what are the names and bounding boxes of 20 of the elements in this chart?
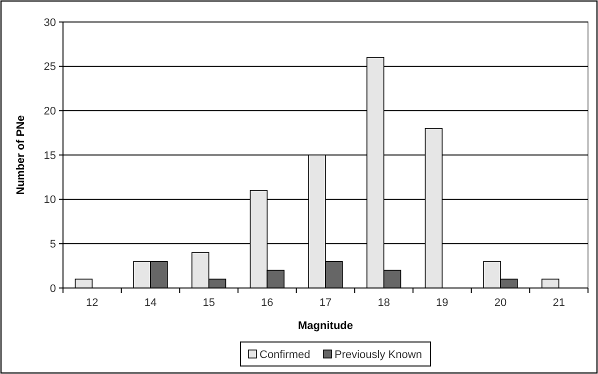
y-axis-title: Number of PNe [15, 115, 27, 195]
y-tick-label: 30 [44, 16, 56, 29]
x-tick-label: 16 [261, 297, 274, 309]
x-tick-label: 14 [144, 297, 157, 309]
y-tick-label: 15 [44, 150, 56, 162]
x-tick-label: 15 [202, 297, 215, 309]
x-tick-label: 20 [494, 297, 507, 309]
y-tick-label: 25 [44, 61, 56, 74]
x-tick-label: 21 [552, 297, 565, 309]
y-tick-label: 5 [50, 238, 56, 251]
legend-label: Previously Known [334, 348, 422, 361]
legend-label: Confirmed [260, 348, 310, 361]
x-axis-title: Magnitude [298, 320, 353, 332]
y-tick-label: 0 [50, 282, 56, 295]
y-tick-label: 20 [44, 106, 56, 118]
x-tick-label: 12 [86, 297, 98, 309]
x-tick-label: 19 [436, 297, 448, 309]
x-tick-label: 17 [319, 297, 332, 309]
y-tick-label: 10 [44, 194, 56, 206]
x-tick-label: 18 [378, 297, 390, 309]
